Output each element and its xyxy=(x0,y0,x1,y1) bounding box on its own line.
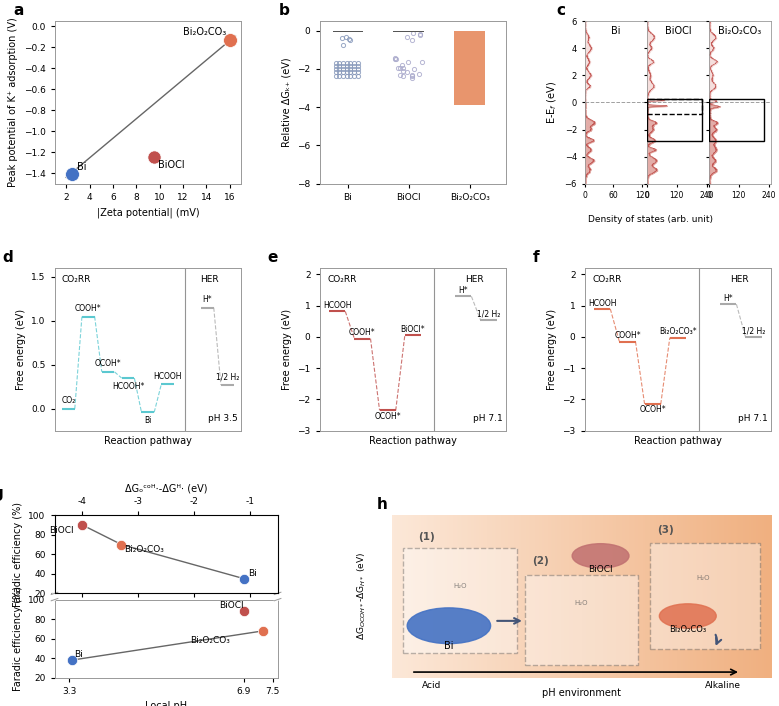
Text: Bi: Bi xyxy=(74,650,83,659)
X-axis label: Local pH: Local pH xyxy=(145,701,187,706)
Y-axis label: Faradic efficiency (%): Faradic efficiency (%) xyxy=(12,586,23,691)
Text: BiOCl: BiOCl xyxy=(588,565,613,574)
Text: BiOCl: BiOCl xyxy=(664,26,691,36)
Text: HER: HER xyxy=(465,275,484,284)
Bar xyxy=(333,31,363,32)
Text: h: h xyxy=(377,497,388,512)
Text: H*: H* xyxy=(203,295,212,304)
Text: COOH*: COOH* xyxy=(349,328,375,337)
Text: e: e xyxy=(267,250,277,265)
Text: BiOCl*: BiOCl* xyxy=(400,325,425,334)
Text: Bi: Bi xyxy=(444,640,453,650)
Point xyxy=(115,539,128,550)
X-axis label: ΔGₒᶜᵒᴴ⋅-ΔGᴴ⋅ (eV): ΔGₒᶜᵒᴴ⋅-ΔGᴴ⋅ (eV) xyxy=(125,484,207,493)
Circle shape xyxy=(572,544,629,568)
Text: pH 7.1: pH 7.1 xyxy=(738,414,767,423)
Text: d: d xyxy=(2,250,13,265)
Text: HCOOH: HCOOH xyxy=(153,371,182,381)
Text: CO₂RR: CO₂RR xyxy=(592,275,622,284)
Text: CO₂: CO₂ xyxy=(62,396,76,405)
Y-axis label: Relative ΔGₖ₊ (eV): Relative ΔGₖ₊ (eV) xyxy=(282,58,291,148)
Bar xyxy=(393,31,425,32)
Text: ΔG$_{OCOH*}$-ΔG$_{H*}$ (eV): ΔG$_{OCOH*}$-ΔG$_{H*}$ (eV) xyxy=(355,553,368,640)
Text: OCOH*: OCOH* xyxy=(640,405,666,414)
Text: Bi: Bi xyxy=(76,162,86,172)
Text: c: c xyxy=(556,3,566,18)
Text: (2): (2) xyxy=(532,556,549,566)
Bar xyxy=(709,99,763,141)
Circle shape xyxy=(407,608,491,644)
Text: (1): (1) xyxy=(418,532,435,542)
Text: BiOCl: BiOCl xyxy=(49,526,73,535)
Bar xyxy=(454,31,485,105)
Text: H₂O: H₂O xyxy=(453,583,467,590)
Text: H*: H* xyxy=(459,286,468,295)
Text: b: b xyxy=(279,3,289,18)
Text: pH 3.5: pH 3.5 xyxy=(207,414,238,423)
Point xyxy=(238,573,250,585)
Text: (3): (3) xyxy=(657,525,674,535)
Y-axis label: E-E$_f$ (eV): E-E$_f$ (eV) xyxy=(545,81,559,124)
Bar xyxy=(647,99,702,141)
Text: Acid: Acid xyxy=(422,681,442,690)
Point xyxy=(65,169,78,180)
Y-axis label: Free energy (eV): Free energy (eV) xyxy=(282,309,291,390)
Y-axis label: Faradic efficiency (%): Faradic efficiency (%) xyxy=(12,502,23,607)
X-axis label: Reaction pathway: Reaction pathway xyxy=(634,436,722,446)
Text: BiOCl: BiOCl xyxy=(220,602,244,611)
Text: HER: HER xyxy=(200,275,219,284)
Point xyxy=(76,520,89,531)
FancyBboxPatch shape xyxy=(650,543,760,649)
Point xyxy=(147,152,160,163)
Y-axis label: Peak potential of K⁺ adsorption (V): Peak potential of K⁺ adsorption (V) xyxy=(8,18,18,187)
Text: COOH*: COOH* xyxy=(75,304,101,313)
X-axis label: Reaction pathway: Reaction pathway xyxy=(369,436,456,446)
Text: H₂O: H₂O xyxy=(575,599,588,606)
Text: pH 7.1: pH 7.1 xyxy=(473,414,502,423)
Text: 1/2 H₂: 1/2 H₂ xyxy=(216,373,239,381)
Text: OCOH*: OCOH* xyxy=(375,412,401,421)
X-axis label: Reaction pathway: Reaction pathway xyxy=(104,436,192,446)
Point xyxy=(257,626,270,637)
FancyBboxPatch shape xyxy=(525,575,639,665)
Text: Density of states (arb. unit): Density of states (arb. unit) xyxy=(588,215,713,225)
Point xyxy=(224,35,236,46)
Circle shape xyxy=(659,604,716,628)
Text: g: g xyxy=(0,486,3,501)
Text: 1/2 H₂: 1/2 H₂ xyxy=(742,327,765,336)
Text: Bi: Bi xyxy=(249,569,257,578)
Text: H*: H* xyxy=(724,294,733,303)
Text: 1/2 H₂: 1/2 H₂ xyxy=(477,309,500,318)
Text: OCOH*: OCOH* xyxy=(95,359,122,369)
Text: pH environment: pH environment xyxy=(542,688,621,698)
Text: COOH*: COOH* xyxy=(614,331,641,340)
Text: Alkaline: Alkaline xyxy=(705,681,741,690)
Text: Bi₂O₂CO₃: Bi₂O₂CO₃ xyxy=(718,26,762,36)
Text: Bi: Bi xyxy=(611,26,620,36)
Y-axis label: Free energy (eV): Free energy (eV) xyxy=(16,309,26,390)
Text: HCOOH: HCOOH xyxy=(588,299,616,308)
Text: Bi₂O₂CO₃: Bi₂O₂CO₃ xyxy=(669,626,707,634)
Text: CO₂RR: CO₂RR xyxy=(62,275,91,284)
Text: CO₂RR: CO₂RR xyxy=(327,275,357,284)
Text: HCOOH: HCOOH xyxy=(323,301,351,310)
X-axis label: |Zeta potential| (mV): |Zeta potential| (mV) xyxy=(97,208,199,217)
FancyBboxPatch shape xyxy=(404,548,517,653)
Text: BiOCl: BiOCl xyxy=(158,160,185,169)
Text: HER: HER xyxy=(730,275,749,284)
Text: f: f xyxy=(532,250,539,265)
Text: H₂O: H₂O xyxy=(696,575,710,581)
Text: Bi₂O₂CO₃: Bi₂O₂CO₃ xyxy=(190,635,230,645)
Text: Bi₂O₂CO₃*: Bi₂O₂CO₃* xyxy=(659,328,696,336)
Point xyxy=(238,606,250,617)
Bar xyxy=(647,99,702,114)
Text: Bi₂O₂CO₃: Bi₂O₂CO₃ xyxy=(183,27,226,37)
Text: Bi: Bi xyxy=(144,416,152,425)
Y-axis label: Free energy (eV): Free energy (eV) xyxy=(547,309,557,390)
Point xyxy=(65,654,78,666)
Text: a: a xyxy=(13,3,24,18)
Text: Bi₂O₂CO₃: Bi₂O₂CO₃ xyxy=(124,545,164,554)
Text: HCOOH*: HCOOH* xyxy=(112,381,144,390)
